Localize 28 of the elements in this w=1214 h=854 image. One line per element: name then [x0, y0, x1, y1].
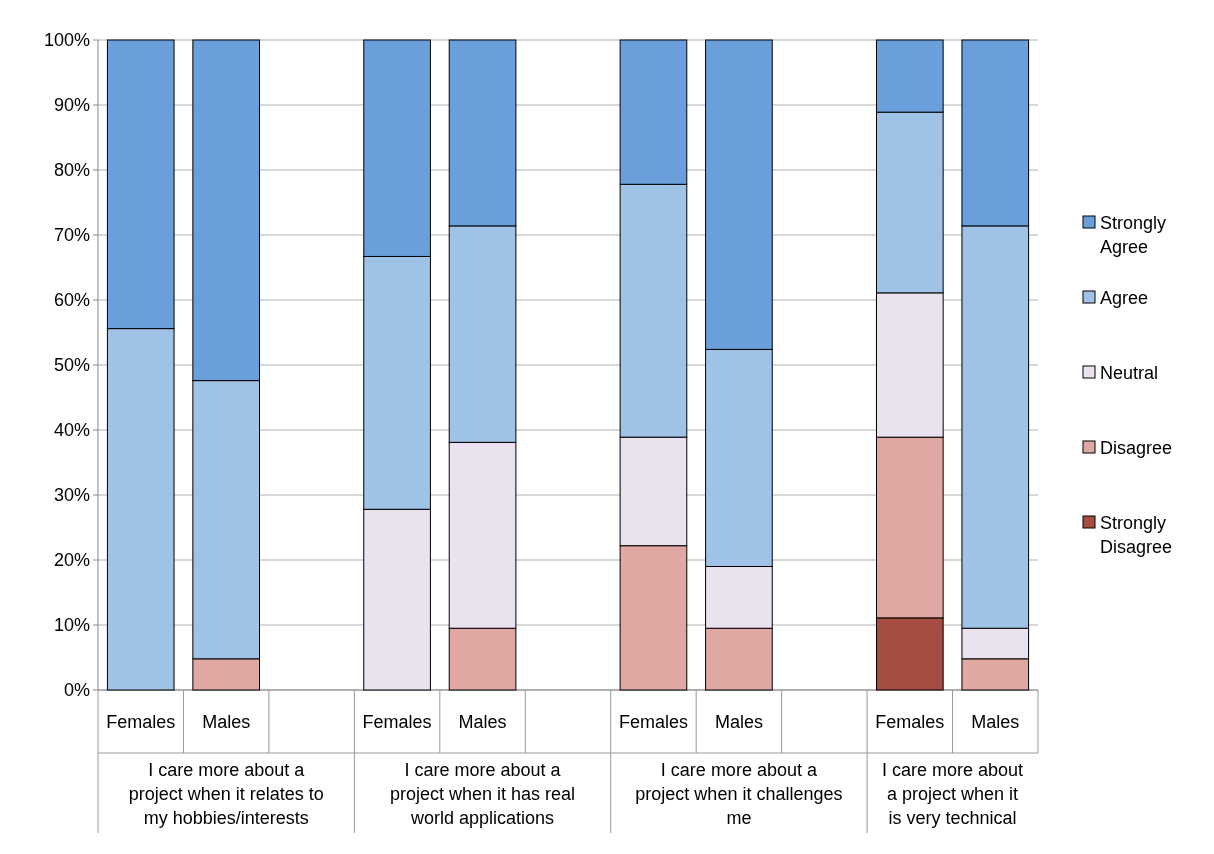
x-tick-label: Females — [362, 712, 432, 732]
x-tick-label: Males — [971, 712, 1020, 732]
x-tick-label: Females — [618, 712, 688, 732]
y-tick-label: 90% — [53, 95, 90, 116]
x-tick-label: Females — [875, 712, 945, 732]
x-tick-label: Males — [202, 712, 251, 732]
x-tick-label: Males — [714, 712, 763, 732]
text: I care more about a project when it has real world applications — [389, 760, 576, 829]
y-tick-label: 100% — [43, 30, 90, 51]
text: I care more about a project when it is very technical — [882, 760, 1024, 829]
legend-label: Strongly Agree — [1100, 213, 1167, 258]
y-tick-label: 70% — [53, 225, 90, 246]
y-tick-label: 80% — [53, 160, 90, 181]
text: I care more about a project when it challenges me — [635, 760, 843, 829]
text: I care more about a project when it relates to my hobbies/interests — [128, 760, 324, 829]
y-tick-label: 40% — [53, 420, 90, 441]
y-tick-label: 10% — [53, 615, 90, 636]
y-tick-label: 50% — [53, 355, 90, 376]
legend-label: Agree — [1100, 288, 1149, 309]
x-tick-label: Males — [458, 712, 507, 732]
y-tick-label: 20% — [53, 550, 90, 571]
x-tick-label: Females — [106, 712, 176, 732]
legend-label: Strongly Disagree — [1100, 513, 1173, 558]
y-tick-label: 0% — [63, 680, 90, 701]
y-tick-label: 60% — [53, 290, 90, 311]
y-tick-label: 30% — [53, 485, 90, 506]
legend-label: Disagree — [1100, 438, 1173, 459]
legend-label: Neutral — [1100, 363, 1159, 384]
